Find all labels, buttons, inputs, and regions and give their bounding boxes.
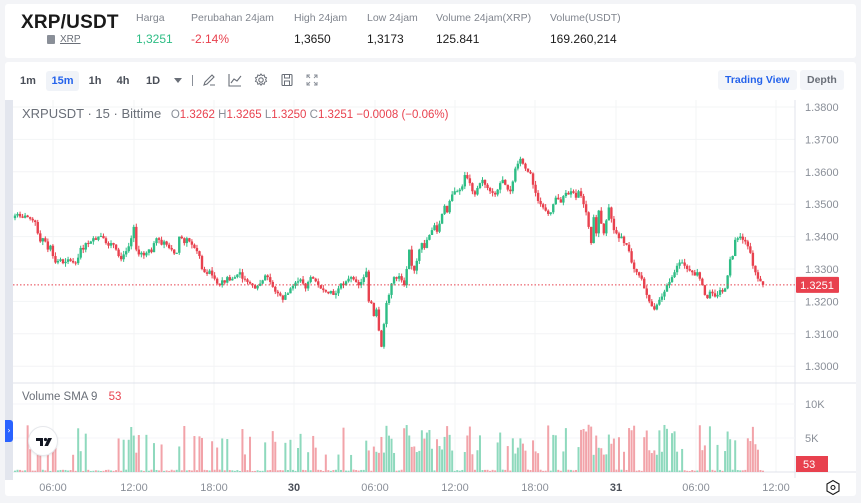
svg-text:18:00: 18:00 (521, 482, 549, 494)
stat-label: High 24jam (294, 12, 348, 24)
timeframe-1m[interactable]: 1m (20, 75, 36, 87)
stat-value: 1,3650 (294, 32, 331, 46)
timeframe-4h[interactable]: 4h (116, 75, 130, 87)
svg-text:30: 30 (288, 482, 300, 494)
svg-text:53: 53 (803, 459, 815, 471)
svg-text:31: 31 (610, 482, 622, 494)
stat-value: 1,3173 (367, 32, 404, 46)
tradingview-logo-icon (36, 437, 52, 446)
svg-text:12:00: 12:00 (441, 482, 469, 494)
chart-settings-icon[interactable] (826, 479, 840, 496)
timeframe-15m[interactable]: 15m (46, 71, 79, 91)
stat-value: 125.841 (436, 32, 480, 46)
settings-icon[interactable] (253, 72, 269, 88)
indicator-icon[interactable] (227, 72, 243, 88)
ohlc-values: O1.3262 H1.3265 L1.3250 C1.3251 −0.0008 … (170, 109, 449, 121)
stat-label: Harga (136, 12, 165, 24)
svg-text:06:00: 06:00 (39, 482, 67, 494)
symbol-label: XRPUSDT · 15 · Bittime (22, 106, 162, 121)
svg-text:1.3600: 1.3600 (805, 167, 839, 179)
toolbar-divider (192, 75, 193, 86)
svg-text:12:00: 12:00 (120, 482, 148, 494)
volume-sma-value: 53 (108, 391, 122, 403)
stat-change-24h: Perubahan 24jam -2.14% (191, 12, 274, 46)
chart-panel: 1m 15m 1h 4h 1D Trading View Depth 1.380… (5, 62, 856, 496)
stat-value: 169.260,214 (550, 32, 617, 46)
svg-text:1.3100: 1.3100 (805, 329, 839, 341)
ticker-header: XRP/USDT XRP Harga 1,3251 Perubahan 24ja… (5, 4, 856, 58)
svg-text:1.3200: 1.3200 (805, 296, 839, 308)
svg-text:1.3500: 1.3500 (805, 199, 839, 211)
svg-text:1.3800: 1.3800 (805, 102, 839, 114)
left-toolbar-rail (5, 100, 13, 480)
svg-text:5K: 5K (805, 433, 819, 445)
tradingview-logo[interactable] (28, 426, 58, 456)
volume-legend: Volume SMA 9 53 (22, 391, 121, 403)
chart-legend: XRPUSDT · 15 · Bittime O1.3262 H1.3265 L… (22, 106, 448, 121)
stat-price: Harga 1,3251 (136, 12, 173, 46)
chevron-down-icon[interactable] (170, 72, 186, 88)
stat-label: Perubahan 24jam (191, 12, 274, 24)
trading-view-button[interactable]: Trading View (718, 70, 797, 90)
svg-text:12:00: 12:00 (762, 482, 790, 494)
chart-area[interactable]: 1.3800 1.3700 1.3600 1.3500 1.3400 1.3300 1.32… (5, 98, 856, 496)
base-link-row[interactable]: XRP (47, 34, 81, 45)
expand-sidebar-button[interactable]: › (5, 420, 13, 442)
draw-icon[interactable] (201, 72, 217, 88)
stat-volume-xrp: Volume 24jam(XRP) 125.841 (436, 12, 531, 46)
stat-label: Volume(USDT) (550, 12, 621, 24)
svg-text:06:00: 06:00 (682, 482, 710, 494)
pair-block: XRP/USDT (21, 12, 119, 34)
svg-text:1.3400: 1.3400 (805, 232, 839, 244)
stat-low-24h: Low 24jam 1,3173 (367, 12, 418, 46)
stat-value: -2.14% (191, 32, 230, 46)
stat-high-24h: High 24jam 1,3650 (294, 12, 347, 46)
save-icon[interactable] (279, 72, 295, 88)
timeframe-1h[interactable]: 1h (88, 75, 102, 87)
volume-label: Volume SMA 9 (22, 391, 98, 403)
svg-text:1.3000: 1.3000 (805, 361, 839, 373)
svg-text:1.3300: 1.3300 (805, 264, 839, 276)
stat-value: 1,3251 (136, 32, 173, 46)
svg-text:06:00: 06:00 (361, 482, 389, 494)
coin-icon (47, 35, 55, 44)
stat-volume-usdt: Volume(USDT) 169.260,214 (550, 12, 621, 46)
chart-toolbar: 1m 15m 1h 4h 1D Trading View Depth (5, 62, 856, 98)
fullscreen-icon[interactable] (304, 72, 320, 88)
stat-label: Volume 24jam(XRP) (436, 12, 532, 24)
depth-button[interactable]: Depth (800, 70, 844, 90)
change-value: −0.0008 (−0.06%) (356, 109, 449, 121)
svg-text:10K: 10K (805, 399, 825, 411)
timeframe-1d[interactable]: 1D (145, 75, 161, 87)
base-asset-link[interactable]: XRP (60, 34, 81, 45)
svg-text:1.3700: 1.3700 (805, 134, 839, 146)
pair-title: XRP/USDT (21, 12, 119, 33)
svg-text:1.3251: 1.3251 (800, 280, 834, 292)
svg-text:18:00: 18:00 (200, 482, 228, 494)
stat-label: Low 24jam (367, 12, 418, 24)
candlestick-chart[interactable]: 1.3800 1.3700 1.3600 1.3500 1.3400 1.3300 1.32… (5, 98, 856, 496)
